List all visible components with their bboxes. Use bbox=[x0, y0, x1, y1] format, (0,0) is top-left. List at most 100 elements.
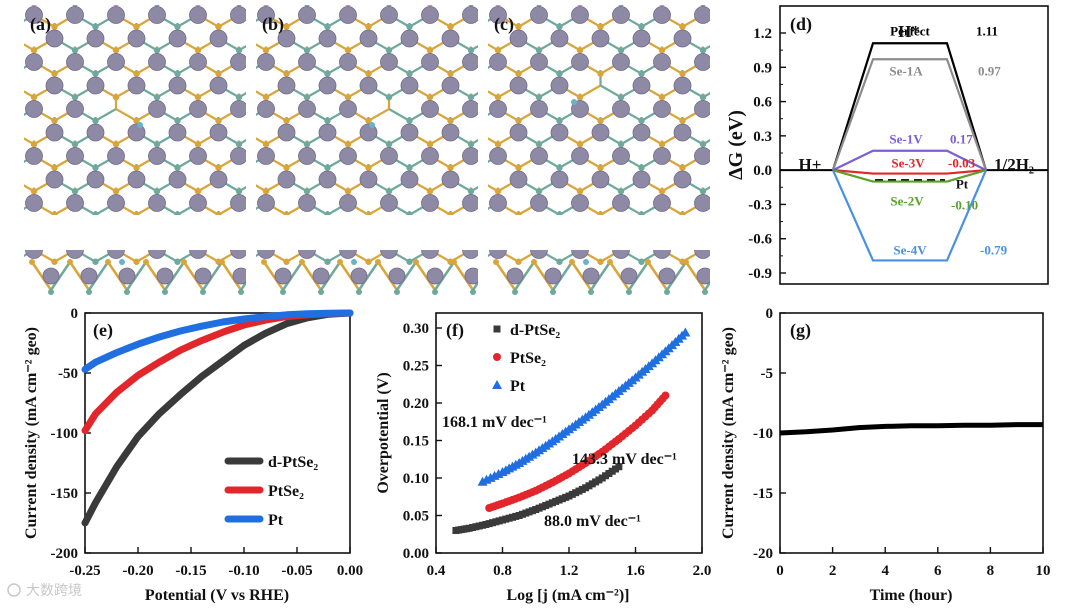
se-atom bbox=[318, 47, 324, 53]
se-atom bbox=[569, 259, 575, 265]
bond bbox=[137, 0, 158, 3]
bond bbox=[265, 225, 288, 240]
se-atom bbox=[242, 71, 248, 77]
bond bbox=[239, 261, 246, 291]
bond bbox=[0, 15, 14, 27]
se-atom bbox=[426, 94, 434, 101]
se-atom bbox=[385, 47, 393, 54]
pt-atom bbox=[194, 267, 212, 285]
pt-atom bbox=[25, 194, 43, 212]
chart-d-panel-label: (d) bbox=[790, 14, 812, 35]
se-atom bbox=[92, 258, 99, 265]
se-atom bbox=[174, 211, 181, 218]
bond bbox=[301, 0, 322, 3]
se-atom bbox=[447, 70, 454, 77]
se-atom bbox=[550, 47, 556, 53]
se-atom bbox=[174, 164, 181, 171]
se-atom bbox=[529, 165, 535, 171]
se-atom bbox=[324, 164, 331, 171]
chart-e-series-line bbox=[81, 309, 354, 373]
chart-f-tafel-pt: 168.1 mV dec⁻¹ bbox=[442, 414, 547, 431]
chart-g-xtick-label: 8 bbox=[987, 563, 995, 579]
se-atom bbox=[699, 188, 707, 195]
chart-d-ytick-label: -0.9 bbox=[748, 266, 772, 282]
pt-atom bbox=[298, 53, 316, 71]
pt-atom bbox=[86, 76, 105, 95]
se-atom bbox=[626, 289, 632, 295]
pt-atom bbox=[189, 100, 207, 118]
se-atom bbox=[658, 5, 666, 7]
pt-atom bbox=[462, 194, 478, 212]
bond bbox=[256, 178, 267, 193]
bond bbox=[388, 225, 411, 240]
chart-g-xtick-label: 4 bbox=[881, 563, 889, 579]
pt-atom bbox=[257, 241, 275, 259]
bond bbox=[198, 0, 219, 3]
bond bbox=[512, 227, 533, 239]
se-atom bbox=[365, 164, 372, 171]
bond bbox=[367, 108, 390, 122]
pt-atom bbox=[530, 6, 548, 24]
pt-atom bbox=[359, 170, 378, 189]
bond bbox=[0, 39, 14, 51]
pt-atom bbox=[107, 241, 125, 259]
pt-atom bbox=[25, 6, 43, 24]
se-atom bbox=[741, 188, 747, 194]
chart-d-ytick-label: 1.2 bbox=[753, 26, 772, 42]
pt-atom bbox=[736, 7, 753, 24]
se-atom bbox=[256, 118, 262, 124]
bond bbox=[492, 227, 513, 239]
se-atom bbox=[174, 23, 181, 30]
se-atom bbox=[597, 23, 604, 30]
se-atom bbox=[256, 212, 262, 218]
chart-f-xtick-label: 2.0 bbox=[693, 563, 712, 579]
pt-atom bbox=[230, 147, 246, 165]
se-atom bbox=[550, 94, 556, 100]
se-atom bbox=[679, 164, 686, 171]
se-atom bbox=[494, 5, 502, 7]
bond bbox=[684, 261, 707, 291]
pt-atom bbox=[715, 77, 732, 94]
se-atom bbox=[474, 71, 480, 77]
se-atom bbox=[556, 117, 563, 124]
se-atom bbox=[194, 141, 202, 148]
se-atom bbox=[529, 71, 535, 77]
chart-e-xlabel: Potential (V vs RHE) bbox=[145, 587, 289, 604]
chart-d-series-line bbox=[832, 169, 987, 183]
se-atom bbox=[303, 141, 311, 148]
bond bbox=[256, 131, 267, 146]
chart-e-xtick-label: -0.10 bbox=[228, 563, 259, 579]
se-atom bbox=[576, 94, 584, 101]
se-atom bbox=[344, 94, 352, 101]
chart-f-xlabel: Log [j (mA cm⁻²)] bbox=[507, 587, 630, 604]
pt-atom bbox=[66, 6, 84, 24]
se-atom bbox=[344, 141, 352, 148]
pt-atom bbox=[5, 218, 22, 235]
watermark: 大数跨境 bbox=[7, 583, 82, 599]
se-atom bbox=[215, 164, 222, 171]
se-atom bbox=[740, 289, 746, 295]
se-atom bbox=[761, 259, 767, 265]
pt-atom bbox=[489, 100, 507, 118]
chart-e-panel-label: (e) bbox=[93, 320, 113, 341]
se-atom bbox=[720, 259, 726, 265]
bond bbox=[665, 261, 688, 291]
se-atom bbox=[10, 259, 16, 265]
se-atom bbox=[194, 188, 202, 195]
pt-atom bbox=[318, 76, 337, 95]
bond bbox=[301, 227, 322, 239]
panel-label-a: (a) bbox=[30, 14, 51, 35]
se-atom bbox=[324, 23, 331, 30]
pt-atom bbox=[612, 6, 630, 24]
pt-atom bbox=[509, 29, 528, 48]
pt-atom bbox=[426, 267, 444, 285]
se-atom bbox=[720, 212, 726, 218]
se-atom bbox=[494, 94, 502, 101]
se-atom bbox=[256, 165, 262, 171]
se-atom bbox=[200, 289, 206, 295]
se-atom bbox=[133, 258, 140, 265]
bond bbox=[539, 0, 560, 3]
bond bbox=[219, 0, 240, 3]
chart-f-xtick-label: 0.8 bbox=[493, 563, 512, 579]
bond bbox=[488, 131, 499, 146]
